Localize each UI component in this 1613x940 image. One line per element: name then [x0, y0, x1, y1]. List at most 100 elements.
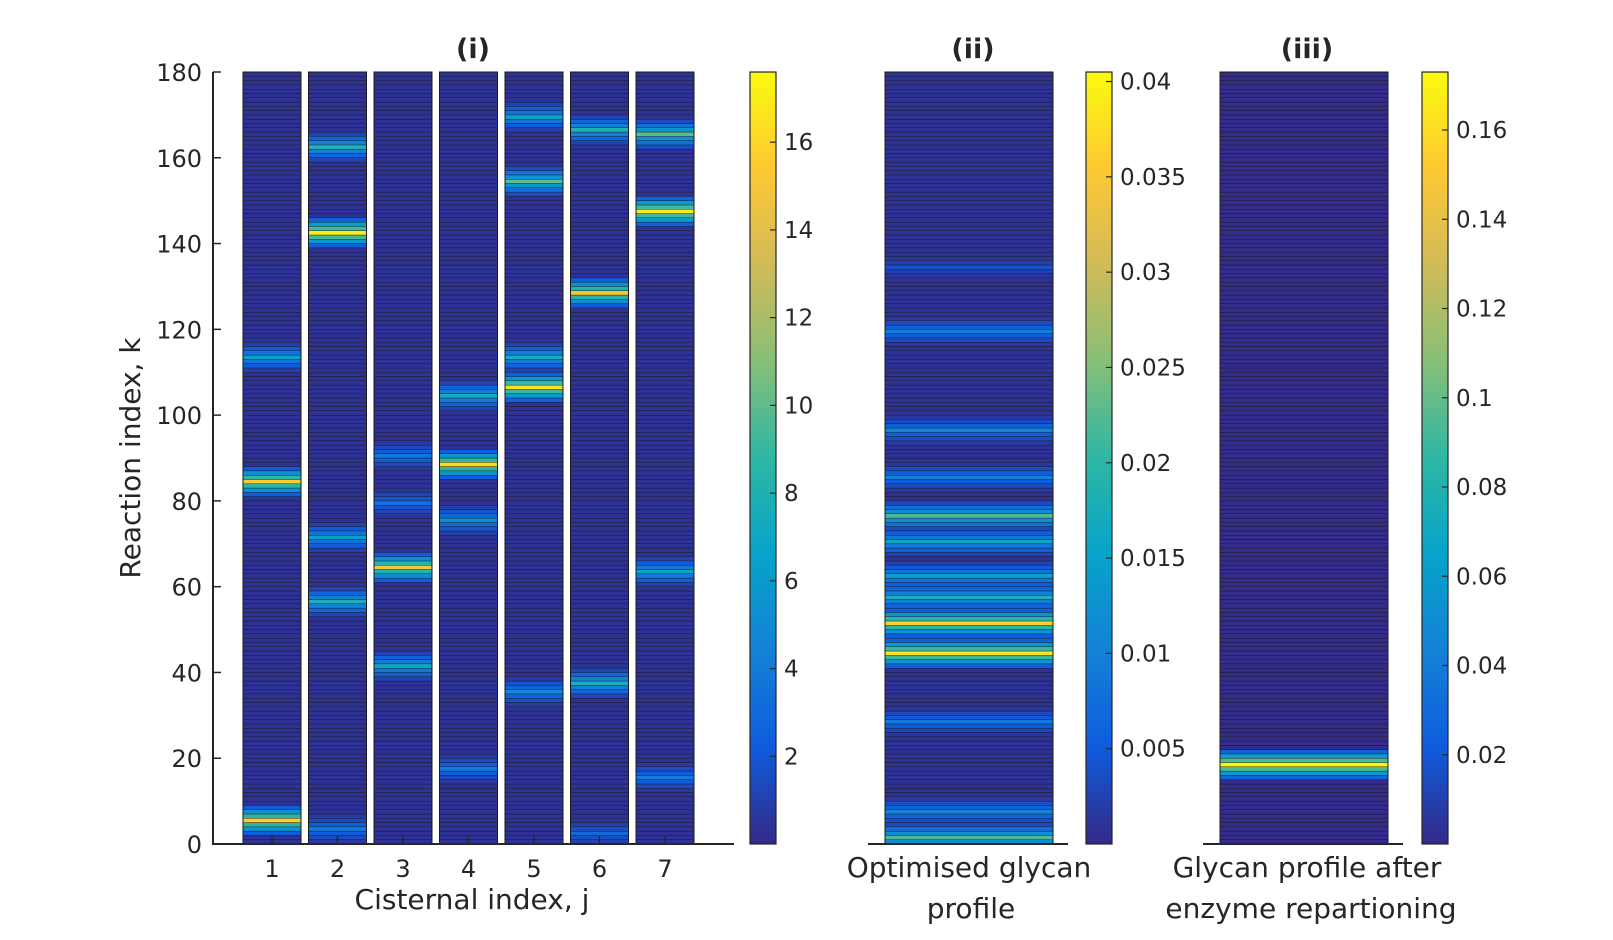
cell: [884, 149, 1054, 154]
cell: [308, 427, 367, 433]
cell: [504, 367, 564, 373]
cell: [504, 723, 564, 729]
cell: [242, 629, 302, 635]
cell: [504, 663, 564, 669]
cell: [635, 792, 695, 797]
cell: [242, 174, 302, 180]
cell: [570, 273, 629, 279]
cell: [635, 719, 695, 725]
cell: [308, 740, 367, 746]
cell: [884, 595, 1054, 600]
panel-i-colorbar-tick-label: 16: [784, 130, 813, 156]
cell: [570, 779, 629, 785]
cell: [1219, 333, 1389, 339]
cell: [242, 359, 302, 364]
cell: [1219, 230, 1389, 236]
cell: [504, 414, 564, 420]
cell: [242, 492, 302, 497]
cell: [439, 762, 498, 767]
cell: [504, 432, 564, 437]
cell: [635, 560, 695, 566]
cell: [373, 616, 433, 622]
cell: [439, 706, 498, 712]
cell: [439, 402, 498, 407]
cell: [373, 346, 433, 351]
cell: [373, 71, 433, 77]
cell: [1219, 320, 1389, 326]
cell: [242, 693, 302, 699]
cell: [373, 127, 433, 133]
cell: [504, 466, 564, 472]
cell: [504, 157, 564, 163]
cell: [373, 625, 433, 630]
cell: [308, 775, 367, 780]
cell: [884, 71, 1054, 77]
cell: [242, 414, 302, 420]
cell: [884, 123, 1054, 128]
cell: [439, 256, 498, 261]
cell: [884, 526, 1054, 532]
cell: [308, 384, 367, 390]
panel-ii-colorbar-gradient: [1086, 72, 1112, 844]
cell: [242, 530, 302, 536]
cell: [504, 217, 564, 223]
cell: [242, 586, 302, 592]
cell: [635, 552, 695, 557]
cell: [504, 818, 564, 823]
cell: [439, 440, 498, 446]
cell: [439, 389, 498, 394]
cell: [504, 655, 564, 660]
cell: [439, 88, 498, 94]
cell: [570, 556, 629, 562]
cell: [373, 264, 433, 270]
cell: [373, 603, 433, 609]
cell: [504, 792, 564, 797]
cell: [884, 217, 1054, 223]
cell: [570, 646, 629, 652]
cell: [884, 230, 1054, 236]
cell: [439, 290, 498, 296]
cell: [1219, 273, 1389, 279]
cell: [308, 655, 367, 660]
cell: [439, 273, 498, 279]
cell: [570, 71, 629, 77]
cell: [504, 440, 564, 446]
cell: [308, 337, 367, 343]
cell: [1219, 805, 1389, 810]
cell: [635, 71, 695, 77]
cell: [242, 573, 302, 579]
cell: [884, 191, 1054, 197]
cell: [504, 329, 564, 334]
cell: [635, 312, 695, 317]
cell: [1219, 740, 1389, 746]
cell: [570, 612, 629, 617]
cell: [439, 483, 498, 489]
cell: [242, 294, 302, 300]
cell: [570, 749, 629, 755]
cell: [570, 93, 629, 98]
cell: [439, 607, 498, 613]
cell: [308, 256, 367, 261]
cell: [1219, 745, 1389, 750]
cell: [1219, 474, 1389, 480]
cell: [439, 663, 498, 669]
cell: [242, 329, 302, 334]
cell: [308, 329, 367, 334]
cell: [439, 269, 498, 274]
cell: [570, 243, 629, 249]
cell: [242, 740, 302, 746]
cell: [570, 496, 629, 502]
cell: [1219, 127, 1389, 133]
cell: [635, 166, 695, 171]
cell: [1219, 552, 1389, 557]
cell: [504, 277, 564, 283]
cell: [1219, 586, 1389, 592]
cell: [373, 393, 433, 399]
cell: [570, 264, 629, 270]
cell: [1219, 500, 1389, 506]
x-tick-label: 2: [330, 855, 345, 883]
cell: [1219, 620, 1389, 626]
cell: [504, 509, 564, 514]
cell: [635, 612, 695, 617]
